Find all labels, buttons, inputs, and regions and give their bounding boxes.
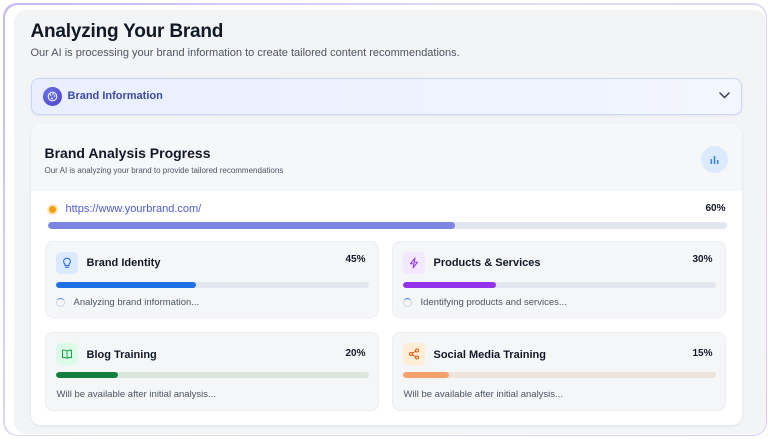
task-card-products-services: Products & Services 30% Identifying prod…	[391, 240, 726, 318]
main-panel: Analyzing Your Brand Our AI is processin…	[13, 9, 766, 434]
card-title: Brand Analysis Progress	[44, 144, 211, 161]
analytics-button[interactable]	[700, 145, 728, 173]
share-icon	[402, 342, 425, 365]
task-progress-bar	[55, 371, 369, 378]
task-status: Will be available after initial analysis…	[403, 388, 563, 400]
task-progress-percent: 30%	[692, 253, 713, 265]
task-progress-fill	[55, 281, 197, 288]
task-progress-percent: 15%	[692, 347, 713, 359]
loading-spinner-icon	[402, 297, 412, 307]
task-progress-fill	[402, 371, 450, 378]
task-card-social-media-training: Social Media Training 15% Will be availa…	[391, 331, 726, 411]
lightning-icon	[402, 251, 425, 274]
loading-spinner-icon	[55, 297, 65, 307]
page-subtitle: Our AI is processing your brand informat…	[30, 46, 460, 59]
overall-progress-bar	[47, 221, 727, 229]
page-title: Analyzing Your Brand	[30, 20, 224, 42]
card-subtitle: Our AI is analyzing your brand to provid…	[44, 165, 284, 175]
task-title: Blog Training	[86, 348, 157, 361]
task-status: Identifying products and services...	[420, 296, 567, 308]
task-card-brand-identity: Brand Identity 45% Analyzing brand infor…	[44, 240, 379, 318]
book-icon	[55, 342, 78, 365]
task-progress-percent: 20%	[345, 347, 366, 359]
brand-information-accordion[interactable]: Brand Information	[30, 77, 742, 115]
task-title: Products & Services	[433, 256, 541, 269]
palette-icon	[42, 86, 62, 106]
task-title: Social Media Training	[433, 348, 546, 361]
overall-progress-percent: 60%	[705, 202, 726, 214]
task-card-blog-training: Blog Training 20% Will be available afte…	[44, 331, 379, 411]
overall-progress-fill	[47, 221, 455, 229]
window-inner: Analyzing Your Brand Our AI is processin…	[4, 4, 766, 435]
status-dot	[48, 205, 56, 213]
chevron-down-icon[interactable]	[718, 91, 730, 99]
brand-information-label: Brand Information	[67, 89, 163, 102]
task-title: Brand Identity	[86, 256, 161, 269]
task-status: Analyzing brand information...	[73, 296, 200, 308]
brand-analysis-card: Brand Analysis Progress Our AI is analyz…	[30, 123, 742, 425]
task-progress-percent: 45%	[345, 253, 366, 265]
card-header: Brand Analysis Progress Our AI is analyz…	[30, 123, 742, 191]
lightbulb-icon	[55, 251, 78, 274]
bar-chart-icon	[710, 155, 718, 164]
brand-url: https://www.yourbrand.com/	[65, 202, 202, 215]
window-frame: Analyzing Your Brand Our AI is processin…	[3, 3, 767, 436]
task-status: Will be available after initial analysis…	[56, 388, 216, 400]
task-progress-fill	[402, 281, 497, 288]
task-progress-bar	[55, 281, 369, 288]
task-progress-fill	[55, 371, 119, 378]
task-progress-bar	[402, 281, 716, 288]
task-progress-bar	[402, 371, 716, 378]
